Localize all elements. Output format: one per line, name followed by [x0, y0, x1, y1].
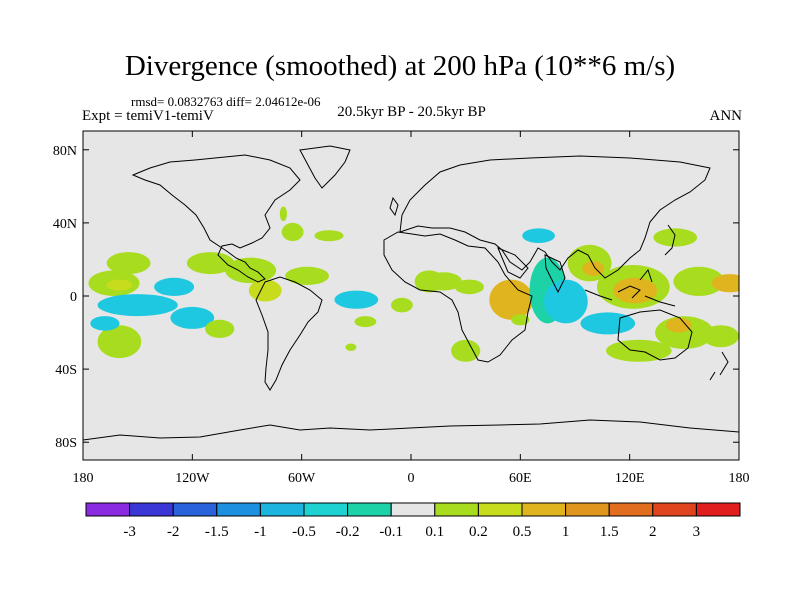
- divergence-region-8: [248, 279, 282, 302]
- divergence-region-36: [666, 317, 692, 333]
- lon-tick-label: 120W: [175, 471, 210, 486]
- divergence-region-12: [281, 222, 304, 242]
- lat-tick-label: 40N: [53, 217, 77, 232]
- divergence-region-2: [106, 279, 133, 291]
- divergence-region-0: [106, 252, 151, 275]
- divergence-region-27: [544, 279, 588, 324]
- colorbar-label: -2: [167, 524, 180, 540]
- divergence-region-25: [451, 339, 481, 362]
- divergence-region-37: [673, 266, 725, 296]
- divergence-region-17: [354, 316, 377, 328]
- colorbar-swatch: [347, 502, 392, 517]
- coastline-uk: [389, 196, 399, 217]
- lon-tick-label: 0: [408, 471, 415, 486]
- coastline-maritime-continent: [584, 268, 676, 307]
- colorbar-swatch: [608, 502, 654, 517]
- divergence-region-32: [613, 277, 657, 304]
- longitude-axis: 180 120W 60W 0 60E 120E 180: [73, 131, 750, 486]
- time-period-label: 20.5kyr BP - 20.5kyr BP: [337, 104, 486, 120]
- divergence-region-38: [711, 274, 739, 293]
- divergence-region-10: [90, 316, 120, 331]
- colorbar-label: 0.5: [513, 524, 532, 540]
- colorbar-swatch: [521, 502, 567, 517]
- lon-tick-label: 180: [73, 471, 94, 486]
- colorbar-label: 1: [562, 524, 570, 540]
- coastlines: [83, 145, 739, 441]
- coastline-india: [544, 254, 566, 294]
- divergence-region-14: [285, 266, 329, 285]
- divergence-region-11: [205, 319, 235, 338]
- colorbar-swatch: [390, 502, 436, 517]
- colorbar-label: -1: [254, 524, 267, 540]
- colorbar-swatch: [565, 502, 610, 517]
- lat-tick-label: 40S: [55, 363, 77, 378]
- colorbar-swatch: [85, 502, 131, 517]
- plot-title: Divergence (smoothed) at 200 hPa (10**6 …: [124, 50, 676, 82]
- colorbar-swatch: [652, 502, 697, 517]
- colorbar-swatch: [259, 502, 305, 517]
- coastline-arabia: [497, 247, 529, 279]
- lon-tick-label: 120E: [615, 471, 645, 486]
- lon-tick-label: 60W: [288, 471, 316, 486]
- colorbar-label: 0.1: [425, 524, 444, 540]
- divergence-anomaly-layer: [88, 206, 739, 362]
- colorbar-label: 0.2: [469, 524, 488, 540]
- coastline-australia: [617, 309, 693, 361]
- lat-tick-label: 0: [70, 290, 77, 305]
- divergence-region-28: [522, 228, 555, 243]
- coastline-antarctica: [83, 419, 739, 441]
- coastline-eurasia-africa: [383, 231, 533, 363]
- colorbar-label: 2: [649, 524, 657, 540]
- coastline-new-zealand: [709, 351, 729, 381]
- coastline-north-america: [131, 154, 301, 283]
- colorbar: -3 -2 -1.5 -1 -0.5 -0.2 -0.1 0.1 0.2 0.5 1 1.5 2 3: [85, 502, 741, 540]
- coastline-greenland: [299, 145, 351, 189]
- lon-tick-label: 60E: [509, 471, 532, 486]
- colorbar-label: 1.5: [600, 524, 619, 540]
- colorbar-label: -1.5: [205, 524, 229, 540]
- divergence-region-22: [454, 279, 484, 295]
- colorbar-swatch: [477, 502, 523, 517]
- divergence-region-21: [425, 272, 462, 291]
- latitude-axis: 80N 40N 0 40S 80S: [53, 144, 739, 451]
- divergence-region-39: [702, 325, 739, 348]
- divergence-region-18: [345, 343, 357, 351]
- lat-tick-label: 80N: [53, 144, 77, 159]
- colorbar-label: -0.5: [292, 524, 316, 540]
- divergence-region-24: [511, 314, 530, 326]
- divergence-region-19: [391, 297, 413, 313]
- colorbar-swatch: [695, 502, 741, 517]
- colorbar-swatch: [172, 502, 218, 517]
- coastline-south-america: [255, 276, 323, 391]
- colorbar-swatch: [434, 502, 479, 517]
- divergence-region-7: [225, 257, 277, 284]
- colorbar-label: -0.1: [379, 524, 403, 540]
- divergence-region-40: [653, 228, 698, 247]
- divergence-region-6: [186, 252, 235, 275]
- lon-tick-label: 180: [729, 471, 750, 486]
- divergence-region-15: [314, 230, 344, 242]
- season-label: ANN: [709, 108, 743, 124]
- colorbar-label: -3: [123, 524, 136, 540]
- divergence-region-23: [489, 279, 534, 320]
- divergence-region-9: [97, 325, 142, 359]
- colorbar-swatch: [303, 502, 349, 517]
- divergence-region-16: [334, 290, 379, 309]
- colorbar-swatch: [216, 502, 261, 517]
- divergence-region-5: [154, 277, 195, 296]
- divergence-region-3: [97, 294, 178, 317]
- colorbar-label: 3: [693, 524, 701, 540]
- colorbar-swatch: [129, 502, 174, 517]
- divergence-region-13: [279, 206, 287, 222]
- rmsd-diff-stats: rmsd= 0.0832763 diff= 2.04612e-06: [131, 94, 321, 109]
- coastline-eurasia-north: [399, 155, 711, 279]
- divergence-region-4: [170, 306, 215, 329]
- experiment-label: Expt = temiV1-temiV: [82, 108, 214, 124]
- lat-tick-label: 80S: [55, 436, 77, 451]
- colorbar-label: -0.2: [336, 524, 360, 540]
- coastline-japan: [664, 224, 676, 256]
